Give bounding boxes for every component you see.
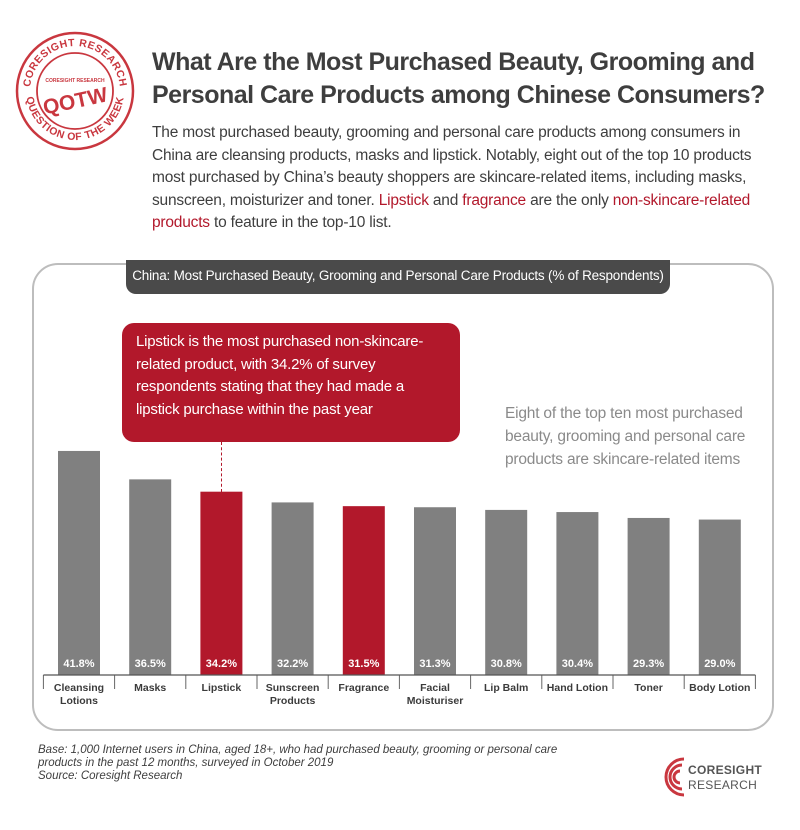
coresight-logo-icon [664, 757, 685, 797]
category-label: Toner [634, 682, 663, 694]
stamp-mini-logo: CORESIGHT RESEARCH [45, 78, 105, 84]
category-label: Facial Moisturiser [406, 682, 464, 707]
chart-title: China: Most Purchased Beauty, Grooming a… [126, 260, 670, 294]
brand-name: CORESIGHT [688, 763, 763, 777]
bar-lipstick [200, 491, 243, 675]
bar-value-label: 36.5% [135, 658, 166, 670]
highlight-fragrance: fragrance [462, 191, 526, 209]
bar-value-label: 34.2% [206, 658, 237, 670]
category-label: Sunscreen Products [265, 682, 320, 707]
category-label: Fragrance [338, 682, 390, 694]
lipstick-callout: Lipstick is the most purchased non-skinc… [122, 323, 460, 442]
category-label: Hand Lotion [546, 682, 609, 694]
highlight-non-skincare: non-skincare-related products [152, 191, 751, 232]
title-line-2: Personal Care Products among Chinese Con… [152, 81, 765, 109]
bar-value-label: 31.3% [419, 658, 450, 670]
category-label: Masks [134, 682, 167, 694]
category-label: Lip Balm [484, 682, 529, 694]
bar-lip-balm [485, 509, 528, 675]
category-label: Cleansing Lotions [53, 682, 105, 707]
skincare-note: Eight of the top ten most purchased beau… [505, 405, 746, 468]
footnote: Base: 1,000 Internet users in China, age… [38, 744, 618, 783]
title-line-1: What Are the Most Purchased Beauty, Groo… [152, 48, 755, 76]
page-title: What Are the Most Purchased Beauty, Groo… [152, 46, 782, 112]
bar-fragrance [342, 506, 385, 675]
bar-value-label: 41.8% [63, 658, 94, 670]
bar-body-lotion [698, 519, 741, 675]
bar-facial-moisturiser [414, 507, 456, 675]
highlight-lipstick: Lipstick [378, 191, 429, 209]
footnote-source: Source: Coresight Research [38, 770, 183, 782]
bar-value-label: 31.5% [348, 658, 379, 670]
bar-toner [627, 517, 670, 675]
callout-leader-line [221, 442, 222, 492]
bar-value-label: 29.0% [704, 658, 735, 670]
intro-end: to feature in the top-10 list. [213, 214, 392, 231]
intro-mid: are the only [530, 191, 609, 209]
bar-hand-lotion [556, 512, 599, 675]
bar-value-label: 32.2% [277, 658, 308, 670]
intro-and: and [432, 191, 459, 209]
category-label: Lipstick [201, 682, 242, 694]
qotw-stamp: CORESIGHT RESEARCH QUESTION OF THE WEEK … [15, 31, 135, 151]
brand-sub: RESEARCH [688, 778, 758, 792]
bar-value-label: 29.3% [633, 658, 664, 670]
intro-paragraph: The most purchased beauty, grooming and … [152, 122, 772, 235]
bar-sunscreen-products [271, 502, 314, 675]
intro-text: The most purchased beauty, grooming and … [152, 124, 752, 209]
bar-cleansing-lotions [58, 450, 100, 675]
bar-value-label: 30.4% [562, 658, 593, 670]
footnote-base-1: Base: 1,000 Internet users in China, age… [38, 744, 558, 756]
footnote-base-2: products in the past 12 months, surveyed… [38, 757, 334, 769]
bar-value-label: 30.8% [491, 658, 522, 670]
bar-masks [129, 479, 172, 675]
category-label: Body Lotion [689, 682, 751, 694]
